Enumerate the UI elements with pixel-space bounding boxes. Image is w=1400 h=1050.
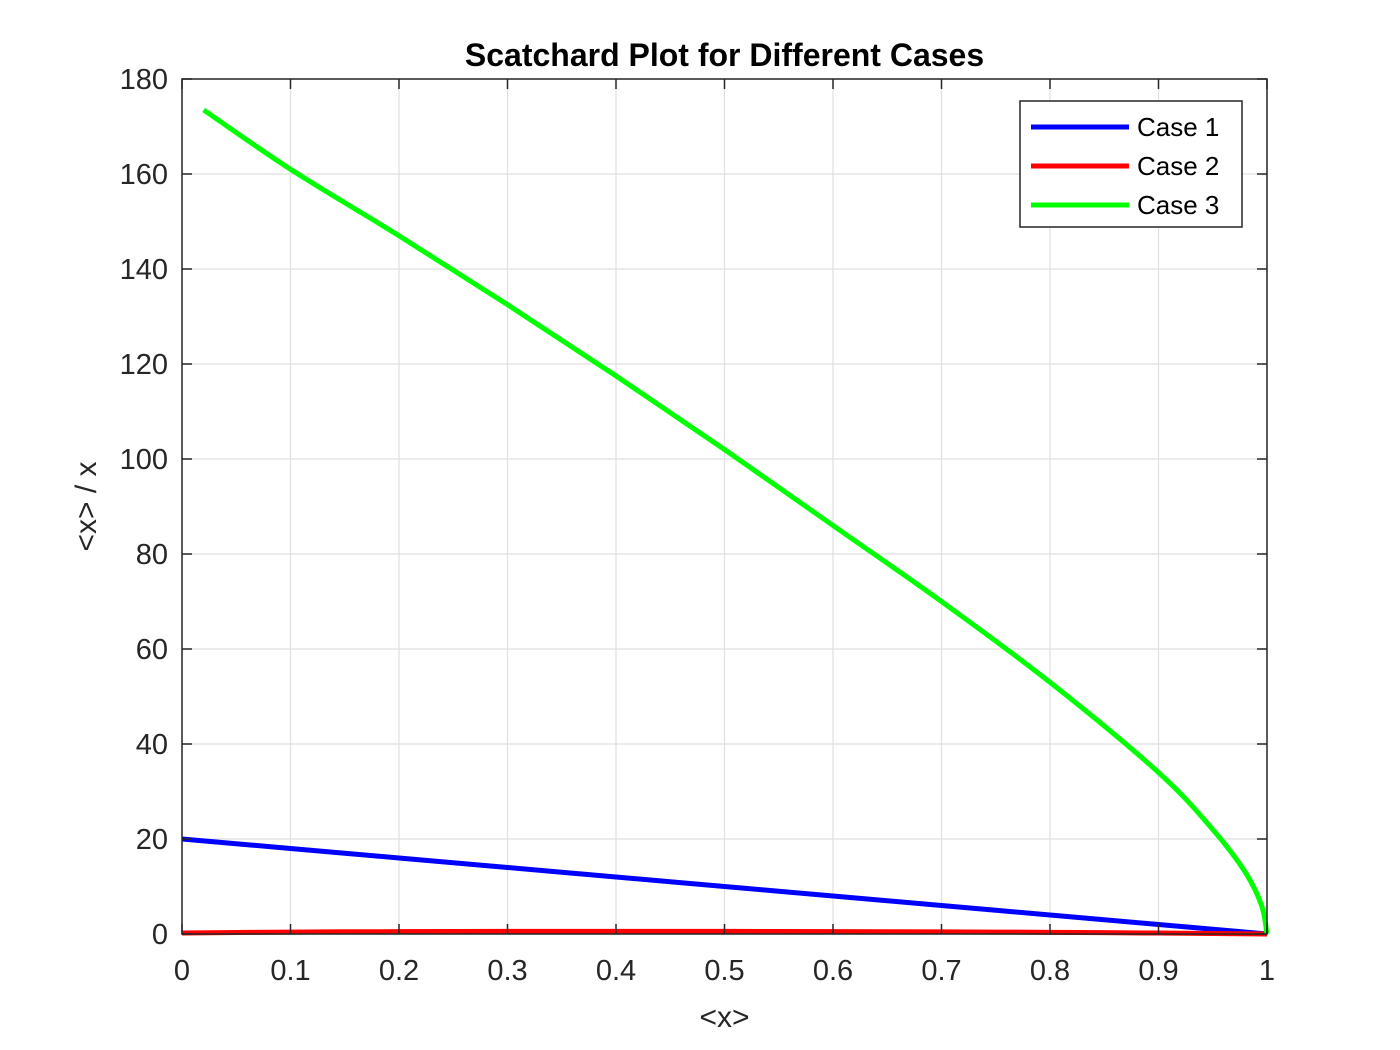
tick-labels: 0 0.1 0.2 0.3 0.4 0.5 0.6 0.7 0.8 0.9 1 0 20 40 60 80 10… <box>120 64 1275 987</box>
x-tick-label: 0.4 <box>596 955 636 987</box>
x-tick-label: 0.9 <box>1138 955 1178 987</box>
x-tick-label: 1 <box>1259 955 1275 987</box>
legend-label-case-3: Case 3 <box>1137 190 1219 220</box>
legend-label-case-2: Case 2 <box>1137 151 1219 181</box>
y-tick-label: 140 <box>120 254 168 286</box>
y-axis-label: <x> / x <box>70 461 103 551</box>
x-tick-label: 0.8 <box>1030 955 1070 987</box>
tick-marks <box>181 78 1268 935</box>
case-1-line <box>181 836 1268 937</box>
x-axis-label: <x> <box>699 1001 749 1034</box>
x-tick-label: 0.2 <box>379 955 419 987</box>
x-tick-label: 0 <box>174 955 190 987</box>
y-tick-label: 60 <box>136 634 168 666</box>
x-tick-label: 0.3 <box>487 955 527 987</box>
case-3-line <box>202 107 1270 935</box>
x-tick-label: 0.7 <box>921 955 961 987</box>
y-tick-label: 180 <box>120 64 168 96</box>
x-tick-label: 0.1 <box>270 955 310 987</box>
x-tick-label: 0.5 <box>704 955 744 987</box>
y-tick-label: 80 <box>136 539 168 571</box>
legend: Case 1 Case 2 Case 3 <box>1019 100 1243 228</box>
y-tick-label: 20 <box>136 824 168 856</box>
y-tick-label: 120 <box>120 349 168 381</box>
x-tick-label: 0.6 <box>813 955 853 987</box>
y-tick-label: 40 <box>136 729 168 761</box>
y-tick-label: 160 <box>120 159 168 191</box>
y-tick-label: 0 <box>152 919 168 951</box>
chart-title: Scatchard Plot for Different Cases <box>465 37 984 73</box>
legend-label-case-1: Case 1 <box>1137 112 1219 142</box>
y-tick-label: 100 <box>120 444 168 476</box>
